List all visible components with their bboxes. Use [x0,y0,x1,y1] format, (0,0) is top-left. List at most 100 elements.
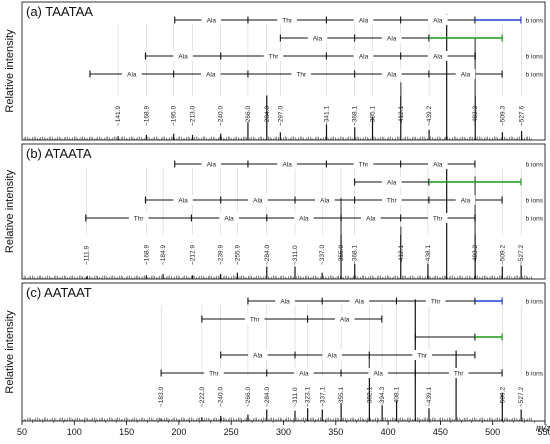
peak-label: ~483.2 [472,245,479,265]
residue-label: Ala [253,198,263,205]
ladder-label-bg [427,15,448,25]
baseline-noise [23,417,532,421]
residue-label: Ala [178,54,188,61]
peak-label: ~239.9 [218,245,225,265]
ladder-label-bg [122,69,142,79]
ladder-label-bg [294,213,314,223]
residue-label: Thr [282,18,293,25]
b-ions-label: b ions [526,371,544,378]
x-axis-title: m/z [536,423,550,433]
peak-label: ~385.1 [370,106,377,126]
x-tick-label: 150 [119,427,134,437]
peak-label: ~527.6 [519,106,526,126]
ladder-label-bg [201,15,222,25]
ladder-label-bg [455,69,476,79]
x-tick-label: 300 [276,427,291,437]
residue-label: Ala [207,18,217,25]
x-tick-label: 100 [67,427,82,437]
peak-label: ~311.0 [292,387,299,407]
panels-group: (a) TAATAA Relative intensity ~141.9 ~168.9… [4,1,546,422]
peak-label: ~184.9 [160,245,167,265]
ladder-label-bg [275,296,295,306]
peak-label: ~368.1 [352,106,359,126]
ladder-label-bg [368,368,388,378]
peak-label: ~509.2 [499,245,506,265]
baseline-noise [23,275,532,279]
b-ions-label: b ions [526,18,544,25]
peak-label: ~527.2 [518,245,525,265]
y-axis-label: Relative intensity [4,29,16,113]
ladder-label-bg [263,51,284,61]
residue-label: Ala [373,371,383,378]
ion-ladder: Ala Thr Ala Ala b ions [144,51,544,61]
peak-label: ~255.9 [234,245,241,265]
ladder-label-bg [173,195,193,205]
y-axis-label: Relative intensity [4,310,16,394]
residue-label: Thr [433,216,444,223]
peak-label: ~483.3 [472,106,479,126]
ladder-label-bg [349,296,370,306]
residue-label: Ala [127,72,137,79]
x-tick-label: 400 [381,427,396,437]
peak-label: ~111.9 [84,246,91,265]
b-ions-label: b ions [526,216,544,223]
ion-ladder: Thr Ala [201,314,383,324]
ladder-label-bg [322,350,342,360]
ladder-label-bg [427,159,448,169]
residue-label: Ala [387,72,397,79]
peak-label: ~266.0 [245,106,252,126]
ladder-label-bg [427,213,448,223]
peak-label: ~212.9 [189,245,196,265]
residue-label: Thr [134,216,145,223]
ladder-label-bg [294,368,314,378]
residue-label: Ala [366,216,376,223]
b-ions-label: b ions [526,162,544,169]
residue-label: Ala [282,162,292,169]
residue-label: Thr [209,371,220,378]
b-ions-label: b ions [526,72,544,79]
ladder-label-bg [277,159,297,169]
x-tick-label: 50 [17,427,27,437]
panel-label: (b) ATAATA [26,146,92,161]
peak-label: ~412.1 [398,106,405,126]
ladder-label-bg [381,195,402,205]
ladder-label-bg [427,51,448,61]
peak-label: ~439.1 [426,387,433,407]
residue-label: Ala [359,18,369,25]
ladder-label-bg [201,69,221,79]
ladder-label-bg [381,69,402,79]
residue-label: Ala [359,54,369,61]
peak-label: ~168.9 [143,245,150,265]
residue-label: Thr [387,198,398,205]
peak-label: ~284.0 [264,387,271,407]
ladder-label-bg [291,69,312,79]
peak-label: ~368.1 [352,245,359,265]
peak-label: ~323.1 [305,387,312,407]
ladder-label-bg [248,195,268,205]
ion-ladder [414,333,503,341]
y-axis-label: Relative intensity [4,169,16,253]
residue-label: Ala [178,198,188,205]
residue-label: Ala [387,180,397,187]
ion-ladder: Thr Ala Ala Ala Thr b ions [85,213,544,223]
residue-label: Ala [280,299,290,306]
ion-ladder: Thr Ala Ala Thr b ions [160,368,544,378]
ladder-label-bg [315,195,335,205]
x-tick-label: 450 [433,427,448,437]
peak-label: ~141.9 [115,106,122,126]
residue-label: Ala [387,36,397,43]
ion-ladder: Ala Thr Ala Ala b ions [174,15,544,25]
b-ions-label: b ions [526,54,544,61]
peak-label: ~168.9 [143,106,150,126]
b-ions-label: b ions [526,299,544,306]
ion-ladder: Ala Ala Thr Ala b ions [174,159,544,169]
ladder-label-bg [173,51,193,61]
ladder-label-bg [353,159,374,169]
peak-label: ~394.3 [379,387,386,407]
ion-ladder: Ala Ala Ala Thr Ala b ions [144,195,544,205]
peak-label: ~408.1 [394,387,401,407]
residue-label: Ala [433,18,443,25]
ladder-label-bg [353,15,374,25]
ladder-label-bg [455,195,476,205]
